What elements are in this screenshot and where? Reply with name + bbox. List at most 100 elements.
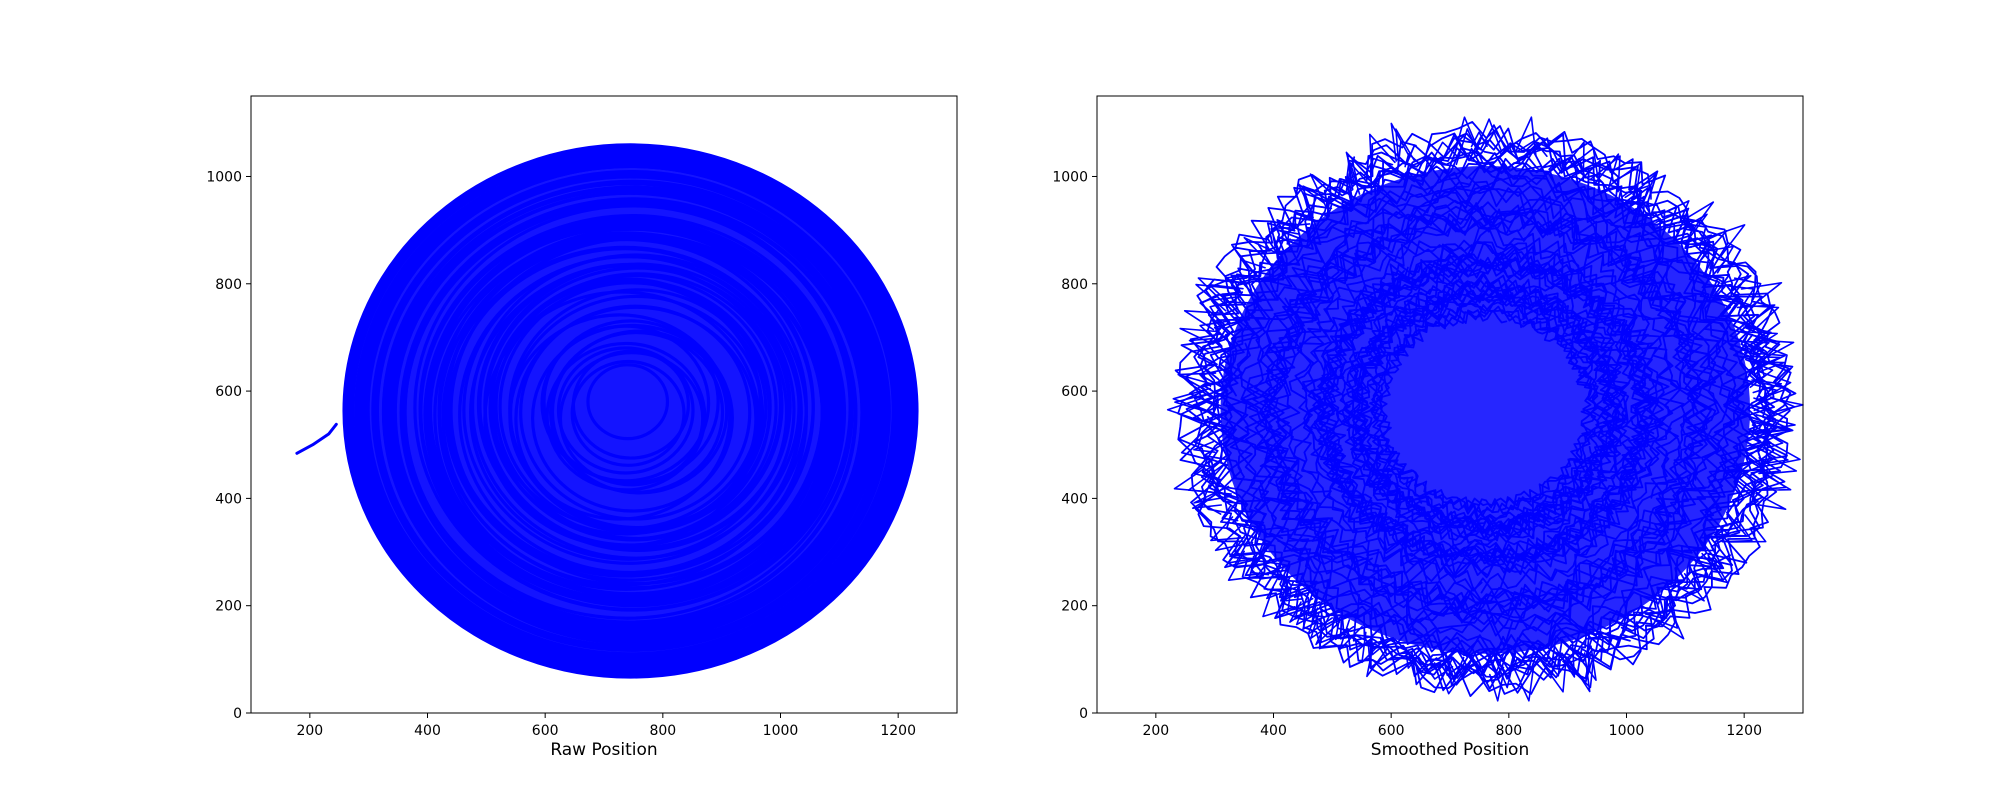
- smoothed-trajectory-excursion: [1294, 604, 1310, 620]
- smoothed-trajectory-loop: [1366, 298, 1608, 523]
- raw-trajectory-loop: [519, 304, 752, 521]
- raw-trajectory-loop: [437, 227, 827, 590]
- smoothed-trajectory-excursion: [1177, 372, 1217, 386]
- raw-trajectory-loop: [530, 323, 734, 513]
- smoothed-position-x-ticks: 200 400 600 800 1000 1200: [1142, 713, 1762, 739]
- smoothed-position-axes: 200 400 600 800 1000 1200 0 200 400 600 800 1000 S…: [1052, 95, 1804, 760]
- smoothed-trajectory-excursion: [1199, 365, 1215, 387]
- smoothed-trajectory-excursion: [1667, 200, 1690, 222]
- y-tick-label: 0: [1079, 706, 1088, 722]
- smoothed-trajectory-excursion: [1286, 223, 1311, 245]
- raw-trajectory-loop: [542, 319, 720, 485]
- raw-position-y-ticks: 0 200 400 600 800 1000: [206, 169, 251, 722]
- smoothed-trajectory-excursion: [1740, 281, 1783, 308]
- smoothed-trajectory-excursion: [1395, 128, 1416, 167]
- smoothed-trajectory-excursion: [1644, 599, 1666, 620]
- raw-position-x-axis-label: Raw Position: [550, 740, 657, 760]
- x-tick-label: 600: [532, 723, 559, 739]
- smoothed-trajectory-excursion: [1209, 299, 1237, 329]
- smoothed-trajectory-loop: [1263, 213, 1708, 610]
- y-tick-label: 400: [215, 491, 242, 507]
- smoothed-trajectory-excursion: [1487, 652, 1505, 673]
- smoothed-trajectory-loop: [1244, 188, 1725, 630]
- smoothed-trajectory-excursion: [1241, 259, 1266, 278]
- y-tick-label: 800: [1061, 277, 1088, 293]
- smoothed-trajectory-excursion: [1757, 445, 1789, 466]
- smoothed-trajectory-loop: [1355, 292, 1618, 533]
- smoothed-trajectory-excursion: [1704, 224, 1746, 258]
- smoothed-trajectory-excursion: [1195, 283, 1238, 312]
- y-tick-label: 800: [215, 277, 242, 293]
- smoothed-trajectory-excursion: [1270, 221, 1298, 247]
- raw-trajectory-loop: [550, 329, 729, 495]
- smoothed-trajectory-loop: [1174, 121, 1792, 697]
- smoothed-trajectory-excursion: [1675, 213, 1708, 243]
- smoothed-trajectory-excursion: [1745, 358, 1774, 389]
- raw-trajectory-loop: [488, 280, 764, 536]
- smoothed-trajectory-excursion: [1188, 337, 1214, 354]
- smoothed-trajectory-excursion: [1297, 183, 1326, 214]
- raw-trajectory-loop: [382, 179, 883, 645]
- smoothed-trajectory-excursion: [1183, 309, 1221, 331]
- raw-position-x-ticks: 200 400 600 800 1000 1200: [296, 713, 916, 739]
- smoothed-trajectory-excursion: [1469, 666, 1505, 684]
- smoothed-trajectory-excursion: [1513, 666, 1535, 702]
- smoothed-trajectory-excursion: [1547, 659, 1562, 677]
- smoothed-trajectory-loop: [1301, 241, 1668, 579]
- smoothed-trajectory-excursion: [1751, 492, 1787, 511]
- smoothed-trajectory-excursion: [1262, 586, 1296, 618]
- smoothed-trajectory-excursion: [1404, 153, 1420, 168]
- smoothed-trajectory-excursion: [1746, 430, 1770, 447]
- smoothed-trajectory-excursion: [1610, 162, 1642, 199]
- smoothed-position-plot-frame: [1096, 95, 1804, 714]
- x-tick-label: 1200: [1726, 723, 1762, 739]
- smoothed-trajectory-excursion: [1243, 236, 1280, 266]
- smoothed-trajectory-excursion: [1589, 155, 1621, 193]
- smoothed-trajectory-excursion: [1751, 379, 1782, 394]
- smoothed-trajectory-excursion: [1339, 619, 1363, 651]
- smoothed-trajectory-excursion: [1489, 673, 1505, 702]
- smoothed-trajectory-excursion: [1210, 295, 1241, 323]
- raw-trajectory-tail: [295, 422, 338, 455]
- smoothed-trajectory-excursion: [1754, 360, 1785, 374]
- smoothed-trajectory-excursion: [1210, 516, 1245, 542]
- smoothed-trajectory-excursion: [1701, 560, 1729, 584]
- smoothed-trajectory-loop: [1223, 171, 1742, 648]
- raw-trajectory-loop: [363, 161, 900, 660]
- smoothed-trajectory-loop: [1316, 253, 1653, 563]
- x-tick-label: 600: [1378, 723, 1405, 739]
- smoothed-trajectory-excursion: [1315, 614, 1341, 646]
- raw-trajectory-loop: [343, 144, 918, 678]
- raw-trajectory-loop: [375, 174, 886, 649]
- smoothed-trajectory-excursion: [1334, 178, 1358, 196]
- smoothed-trajectory-excursion: [1650, 603, 1685, 640]
- smoothed-trajectory-excursion: [1750, 469, 1792, 492]
- smoothed-trajectory-excursion: [1758, 459, 1781, 475]
- raw-trajectory-loop: [413, 204, 852, 612]
- raw-position-traces: [295, 143, 919, 679]
- smoothed-trajectory-excursion: [1753, 397, 1772, 412]
- smoothed-trajectory-excursion: [1492, 651, 1517, 689]
- smoothed-trajectory-excursion: [1635, 184, 1652, 200]
- smoothed-trajectory-excursion: [1748, 418, 1792, 436]
- smoothed-trajectory-excursion: [1250, 555, 1270, 576]
- smoothed-trajectory-excursion: [1366, 643, 1388, 678]
- smoothed-trajectory-excursion: [1193, 440, 1216, 454]
- smoothed-position-y-ticks: 0 200 400 600 800 1000: [1052, 169, 1097, 722]
- smoothed-trajectory-excursion: [1475, 118, 1503, 152]
- raw-trajectory-loop: [433, 233, 824, 597]
- smoothed-trajectory-excursion: [1307, 607, 1333, 635]
- smoothed-trajectory-excursion: [1693, 554, 1724, 581]
- smoothed-trajectory-loop: [1202, 146, 1772, 674]
- smoothed-trajectory-excursion: [1542, 657, 1567, 693]
- smoothed-trajectory-excursion: [1753, 469, 1787, 491]
- raw-trajectory-loop: [458, 254, 802, 575]
- smoothed-trajectory-excursion: [1349, 162, 1373, 195]
- smoothed-trajectory-excursion: [1369, 133, 1396, 172]
- raw-trajectory-loop: [419, 217, 837, 606]
- smoothed-trajectory-excursion: [1553, 640, 1576, 678]
- smoothed-trajectory-excursion: [1548, 157, 1563, 174]
- smoothed-trajectory-excursion: [1255, 557, 1281, 579]
- x-tick-label: 1200: [880, 723, 916, 739]
